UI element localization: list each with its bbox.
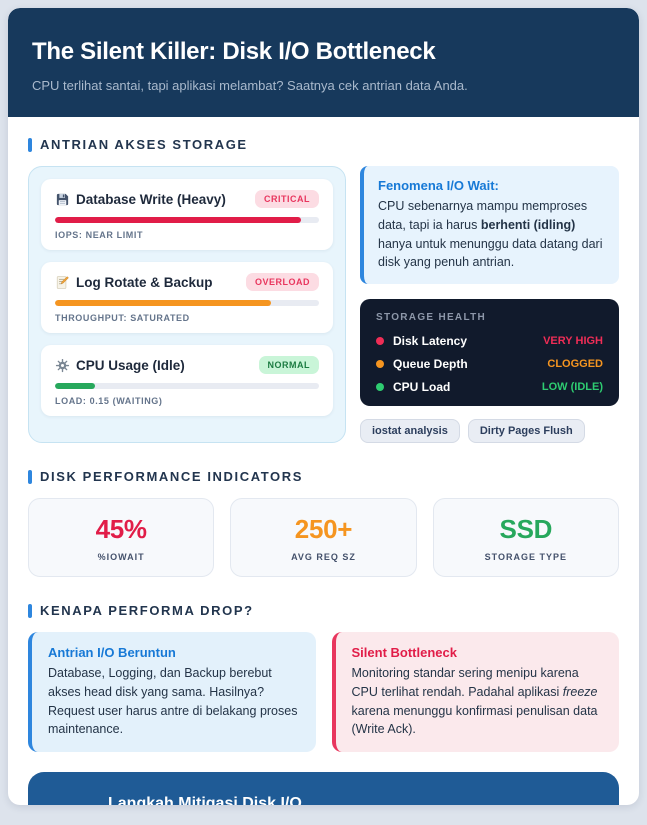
io-wait-text-bold: berhenti (idling) xyxy=(480,217,576,232)
section-title-indicators: DISK PERFORMANCE INDICATORS xyxy=(40,469,304,484)
cause-title: Antrian I/O Beruntun xyxy=(48,645,176,660)
cause-card-antrian-io: Antrian I/O Beruntun Database, Logging, … xyxy=(28,632,316,752)
section-header-queue: ANTRIAN AKSES STORAGE xyxy=(28,137,619,152)
queue-item-sublabel: IOPS: NEAR LIMIT xyxy=(55,230,144,240)
tag-row: iostat analysis Dirty Pages Flush xyxy=(360,419,619,443)
queue-item-sublabel: LOAD: 0.15 (WAITING) xyxy=(55,396,163,406)
cause-text-italic: freeze xyxy=(562,684,598,699)
page-subtitle: CPU terlihat santai, tapi aplikasi melam… xyxy=(32,78,468,93)
section-accent-bar xyxy=(28,469,32,484)
stat-label: %IOWAIT xyxy=(97,552,145,562)
gear-icon xyxy=(55,358,70,373)
tag-iostat-analysis[interactable]: iostat analysis xyxy=(360,419,460,443)
tag-dirty-pages-flush[interactable]: Dirty Pages Flush xyxy=(467,419,585,443)
cause-text-after: karena menunggu konfirmasi penulisan dat… xyxy=(351,703,598,737)
storage-queue-panel: Database Write (Heavy) CRITICAL IOPS: NE… xyxy=(28,166,346,443)
hero-header: The Silent Killer: Disk I/O Bottleneck C… xyxy=(8,8,639,117)
status-badge: CRITICAL xyxy=(255,190,319,208)
queue-item-label: Database Write (Heavy) xyxy=(76,191,226,207)
stats-row: 45% %IOWAIT 250+ AVG REQ SZ SSD STORAGE … xyxy=(28,498,619,577)
progress-track xyxy=(55,217,319,223)
io-wait-title: Fenomena I/O Wait: xyxy=(378,178,499,193)
queue-card-header: CPU Usage (Idle) NORMAL xyxy=(55,356,319,374)
health-metric-value: CLOGGED xyxy=(547,358,603,370)
infographic-card: The Silent Killer: Disk I/O Bottleneck C… xyxy=(8,8,639,805)
mitigation-body: Langkah Mitigasi Disk I/O Gunakan SSD/NV… xyxy=(108,795,593,805)
mitigation-banner: Langkah Mitigasi Disk I/O Gunakan SSD/NV… xyxy=(28,772,619,805)
queue-item-sublabel: THROUGHPUT: SATURATED xyxy=(55,313,190,323)
stat-card-avg-req-sz: 250+ AVG REQ SZ xyxy=(230,498,417,577)
stat-value: 250+ xyxy=(294,514,353,544)
progress-fill xyxy=(55,383,95,389)
health-metric-value: VERY HIGH xyxy=(543,335,603,347)
stat-value: SSD xyxy=(499,514,553,544)
status-badge: OVERLOAD xyxy=(245,273,319,291)
io-wait-text-before: CPU sebenarnya mampu memproses data, tap… xyxy=(378,199,588,232)
io-wait-callout: Fenomena I/O Wait: CPU sebenarnya mampu … xyxy=(360,166,619,284)
health-metric-label: Disk Latency xyxy=(393,334,468,348)
health-metric-value: LOW (IDLE) xyxy=(541,381,603,393)
queue-section-right-column: Fenomena I/O Wait: CPU sebenarnya mampu … xyxy=(360,166,619,443)
status-dot xyxy=(376,383,384,391)
health-row-disk-latency: Disk Latency VERY HIGH xyxy=(376,334,603,348)
progress-fill xyxy=(55,300,272,306)
health-metric-label: CPU Load xyxy=(393,380,451,394)
section-header-indicators: DISK PERFORMANCE INDICATORS xyxy=(28,469,619,484)
cause-card-silent-bottleneck: Silent Bottleneck Monitoring standar ser… xyxy=(331,632,619,752)
stat-card-storage-type: SSD STORAGE TYPE xyxy=(432,498,619,577)
section-accent-bar xyxy=(28,137,32,152)
queue-card-database-write: Database Write (Heavy) CRITICAL IOPS: NE… xyxy=(41,179,333,250)
section-header-causes: KENAPA PERFORMA DROP? xyxy=(28,603,619,618)
stat-card-iowait: 45% %IOWAIT xyxy=(28,498,215,577)
cause-text-before: Monitoring standar sering menipu karena … xyxy=(351,666,579,699)
queue-card-cpu-usage: CPU Usage (Idle) NORMAL LOAD: 0.15 (WAIT… xyxy=(41,345,333,416)
progress-track xyxy=(55,383,319,389)
status-dot xyxy=(376,337,384,345)
storage-health-panel: STORAGE HEALTH Disk Latency VERY HIGH Qu… xyxy=(360,299,619,406)
main-content: ANTRIAN AKSES STORAGE xyxy=(8,117,639,805)
memo-pencil-icon xyxy=(55,275,70,290)
cause-text: Database, Logging, dan Backup berebut ak… xyxy=(48,666,298,737)
page-title: The Silent Killer: Disk I/O Bottleneck xyxy=(32,38,436,65)
section-title-queue: ANTRIAN AKSES STORAGE xyxy=(40,137,248,152)
io-wait-text: CPU sebenarnya mampu memproses data, tap… xyxy=(378,197,605,272)
cause-title: Silent Bottleneck xyxy=(351,645,457,660)
storage-health-title: STORAGE HEALTH xyxy=(376,312,487,323)
stat-label: AVG REQ SZ xyxy=(291,552,356,562)
section-accent-bar xyxy=(28,603,32,618)
stat-value: 45% xyxy=(95,514,147,544)
floppy-disk-icon xyxy=(55,192,70,207)
health-row-cpu-load: CPU Load LOW (IDLE) xyxy=(376,380,603,394)
section-title-causes: KENAPA PERFORMA DROP? xyxy=(40,603,254,618)
queue-item-label: Log Rotate & Backup xyxy=(76,274,213,290)
queue-section-row: Database Write (Heavy) CRITICAL IOPS: NE… xyxy=(28,166,619,443)
health-row-queue-depth: Queue Depth CLOGGED xyxy=(376,357,603,371)
io-wait-text-after: hanya untuk menunggu data datang dari di… xyxy=(378,236,603,270)
causes-row: Antrian I/O Beruntun Database, Logging, … xyxy=(28,632,619,752)
queue-card-header: Log Rotate & Backup OVERLOAD xyxy=(55,273,319,291)
status-badge: NORMAL xyxy=(258,356,319,374)
mitigation-title: Langkah Mitigasi Disk I/O xyxy=(108,795,302,805)
queue-item-label: CPU Usage (Idle) xyxy=(76,357,185,373)
queue-card-log-rotate: Log Rotate & Backup OVERLOAD THROUGHPUT:… xyxy=(41,262,333,333)
queue-card-header: Database Write (Heavy) CRITICAL xyxy=(55,190,319,208)
health-metric-label: Queue Depth xyxy=(393,357,468,371)
progress-fill xyxy=(55,217,301,223)
status-dot xyxy=(376,360,384,368)
progress-track xyxy=(55,300,319,306)
cause-text: Monitoring standar sering menipu karena … xyxy=(352,664,604,739)
stat-label: STORAGE TYPE xyxy=(484,552,567,562)
